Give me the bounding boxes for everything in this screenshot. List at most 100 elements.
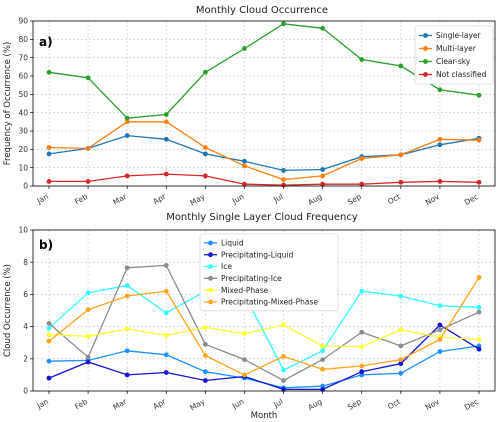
data-point bbox=[242, 357, 247, 363]
data-point bbox=[46, 375, 52, 381]
legend-swatch-marker bbox=[208, 287, 213, 293]
data-point bbox=[242, 46, 247, 51]
data-point bbox=[398, 361, 404, 367]
data-point bbox=[202, 378, 208, 383]
data-point bbox=[320, 181, 326, 187]
data-point bbox=[242, 372, 247, 378]
data-point bbox=[359, 181, 365, 187]
data-point bbox=[320, 343, 326, 349]
data-point bbox=[202, 369, 208, 375]
x-tick-label: Oct bbox=[386, 192, 402, 206]
data-point bbox=[437, 327, 443, 333]
series-line-5 bbox=[48, 277, 480, 376]
y-tick-label: 50 bbox=[18, 90, 28, 99]
y-tick-label: 90 bbox=[18, 17, 28, 26]
data-point bbox=[202, 173, 208, 179]
data-point bbox=[320, 386, 326, 392]
y-tick-label: 0 bbox=[23, 182, 28, 191]
series-line-3 bbox=[48, 264, 480, 382]
legend-entry-label: Precipitating-Mixed-Phase bbox=[221, 298, 318, 307]
x-tick-label: Mar bbox=[111, 396, 129, 411]
legend-entry-label: Precipitating-Liquid bbox=[221, 250, 294, 259]
data-point bbox=[398, 370, 404, 376]
data-point bbox=[46, 179, 52, 184]
y-tick-label: 20 bbox=[18, 145, 28, 154]
data-point bbox=[85, 179, 91, 184]
panel-a-title: Monthly Cloud Occurrence bbox=[196, 5, 328, 16]
data-point bbox=[242, 331, 247, 337]
plot-frame bbox=[32, 20, 496, 187]
x-tick-label: Oct bbox=[386, 397, 402, 411]
data-point bbox=[85, 75, 91, 81]
x-tick-label: Nov bbox=[424, 192, 442, 207]
y-tick-label: 0 bbox=[23, 387, 28, 396]
x-tick-label: Dec bbox=[463, 397, 480, 412]
data-point bbox=[46, 358, 52, 364]
data-point bbox=[398, 152, 404, 158]
legend-entry-label: Mixed-Phase bbox=[221, 286, 269, 295]
data-point bbox=[163, 263, 169, 268]
data-point bbox=[476, 304, 482, 310]
data-point bbox=[163, 171, 169, 177]
data-point bbox=[46, 69, 52, 75]
data-point bbox=[398, 293, 404, 299]
series-line-0 bbox=[48, 134, 480, 172]
data-point bbox=[398, 327, 404, 333]
data-point bbox=[124, 265, 130, 271]
data-point bbox=[46, 338, 52, 344]
x-tick-label: Feb bbox=[73, 192, 89, 207]
data-point bbox=[476, 137, 482, 143]
x-tick-label: Mar bbox=[111, 191, 129, 206]
data-point bbox=[163, 370, 169, 375]
data-point bbox=[124, 173, 130, 179]
data-point bbox=[437, 349, 443, 354]
data-point bbox=[476, 92, 482, 98]
data-point bbox=[124, 326, 130, 332]
data-point bbox=[320, 167, 326, 172]
panel-b-title: Monthly Single Layer Cloud Frequency bbox=[166, 212, 358, 223]
data-point bbox=[202, 145, 208, 150]
data-point bbox=[46, 332, 52, 338]
data-point bbox=[320, 25, 326, 31]
data-point bbox=[163, 288, 169, 294]
legend-swatch-marker bbox=[423, 59, 428, 64]
data-point bbox=[85, 354, 91, 360]
legend-entry-label: Not classified bbox=[436, 70, 487, 79]
x-axis-label: Month bbox=[251, 411, 278, 421]
data-point bbox=[46, 151, 52, 157]
data-point bbox=[85, 290, 91, 296]
x-tick-label: Sep bbox=[346, 397, 363, 412]
data-point bbox=[202, 341, 208, 347]
data-point bbox=[242, 163, 247, 169]
data-point bbox=[476, 337, 482, 342]
legend-box bbox=[199, 233, 339, 312]
data-point bbox=[46, 320, 52, 326]
y-tick-label: 8 bbox=[23, 258, 28, 267]
data-point bbox=[163, 310, 169, 316]
data-point bbox=[163, 119, 169, 125]
legend-entry-label: Liquid bbox=[221, 239, 244, 248]
data-point bbox=[46, 145, 52, 150]
data-point bbox=[281, 182, 286, 188]
x-tick-label: Aug bbox=[306, 192, 323, 207]
x-tick-label: Jun bbox=[230, 192, 246, 206]
y-tick-label: 70 bbox=[18, 53, 28, 62]
data-point bbox=[124, 119, 130, 125]
series-line-2 bbox=[48, 284, 480, 371]
data-point bbox=[437, 142, 443, 148]
data-point bbox=[202, 353, 208, 358]
data-point bbox=[359, 57, 365, 62]
y-tick-label: 10 bbox=[18, 163, 28, 172]
y-axis-label: Cloud Occurrence (%) bbox=[3, 264, 13, 357]
panel-label: b) bbox=[39, 238, 53, 252]
y-tick-label: 60 bbox=[18, 72, 28, 81]
data-point bbox=[85, 359, 91, 365]
data-point bbox=[85, 307, 91, 313]
x-tick-label: Dec bbox=[463, 192, 480, 207]
data-point bbox=[320, 366, 326, 372]
data-point bbox=[85, 146, 91, 151]
data-point bbox=[437, 337, 443, 342]
data-point bbox=[242, 181, 247, 187]
x-tick-label: Jan bbox=[35, 397, 51, 411]
series-line-1 bbox=[48, 121, 480, 181]
